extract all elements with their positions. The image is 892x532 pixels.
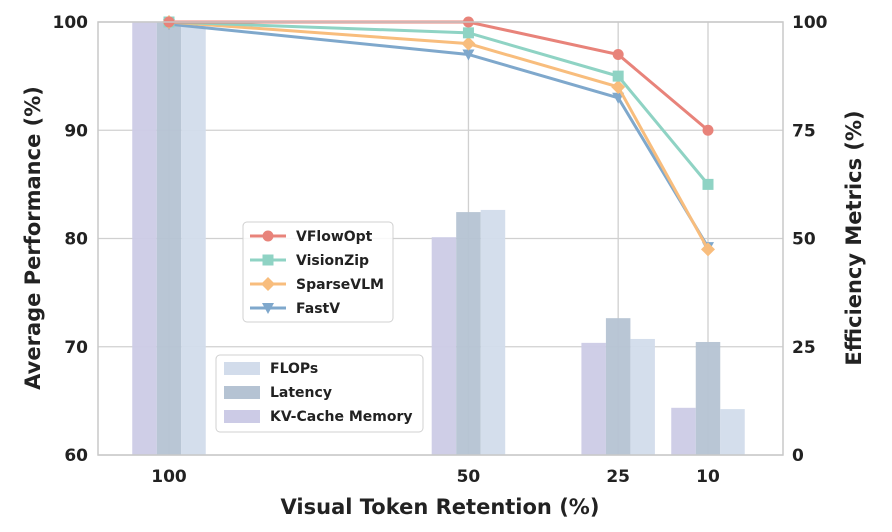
x-tick-label: 10 [696, 467, 720, 487]
legend-label: VFlowOpt [296, 229, 373, 245]
legend-efficiency: FLOPs Latency KV-Cache Memory [215, 354, 424, 433]
line-fastv [168, 22, 710, 248]
x-ticks: 100 50 25 10 [151, 467, 720, 487]
point-sparsevlm [701, 242, 715, 257]
legend-bar-swatch [224, 362, 260, 375]
bar-latency [156, 22, 182, 455]
x-tick-label: 100 [151, 467, 187, 487]
legend-marker [262, 230, 274, 242]
bar-latency [456, 212, 481, 455]
y-left-tick-label: 90 [64, 121, 88, 141]
y-left-tick-label: 60 [64, 446, 88, 466]
y-right-ticks: 0 25 50 75 100 [792, 13, 828, 466]
legend-methods: VFlowOpt VisionZip SparseVLM FastV [242, 221, 394, 323]
point-visionzip [702, 178, 714, 190]
legend-label: Latency [270, 385, 332, 401]
bar-latency [605, 318, 631, 455]
plot-frame [97, 21, 784, 456]
y-left-ticks: 60 70 80 90 100 [53, 13, 89, 466]
line-visionzip [168, 20, 710, 186]
x-tick-label: 25 [606, 467, 630, 487]
x-tick-label: 50 [457, 467, 481, 487]
bar-kv-cache-memory [132, 22, 157, 455]
y-right-tick-label: 25 [792, 338, 816, 358]
y-right-tick-label: 0 [792, 446, 804, 466]
bars [132, 22, 745, 455]
y-right-tick-label: 75 [792, 121, 816, 141]
y-left-tick-label: 80 [64, 230, 88, 250]
legend-label: KV-Cache Memory [270, 409, 413, 425]
point-sparsevlm [461, 36, 476, 51]
legend-label: VisionZip [296, 253, 369, 269]
y-left-axis-label: Average Performance (%) [21, 86, 45, 390]
bar-flops [181, 22, 206, 455]
bar-flops [480, 209, 506, 455]
y-right-tick-label: 50 [792, 230, 816, 250]
bar-flops [720, 409, 745, 455]
legend-bar-swatch [224, 386, 260, 399]
legend-label: SparseVLM [296, 277, 384, 293]
x-axis-label: Visual Token Retention (%) [281, 495, 600, 519]
legend-box [215, 354, 424, 433]
bar-kv-cache-memory [581, 342, 606, 455]
point-sparsevlm [611, 79, 626, 94]
y-left-tick-label: 70 [64, 338, 88, 358]
y-left-tick-label: 100 [53, 13, 89, 33]
legend-bar-swatch [224, 410, 260, 423]
line-sparsevlm [168, 20, 710, 251]
legend-marker [262, 254, 274, 266]
legend-marker [261, 277, 275, 291]
point-vflowopt [612, 48, 624, 60]
bar-flops [630, 338, 655, 455]
point-fastv [462, 49, 475, 61]
lines [162, 15, 715, 257]
y-right-tick-label: 100 [792, 13, 828, 33]
point-visionzip [612, 70, 624, 82]
bar-latency [695, 341, 721, 455]
y-right-axis-label: Efficiency Metrics (%) [842, 110, 866, 365]
point-vflowopt [702, 124, 714, 136]
legend-label: FastV [296, 301, 340, 317]
legend-label: FLOPs [270, 361, 318, 377]
legend-marker [262, 303, 274, 314]
bar-kv-cache-memory [431, 237, 457, 455]
point-fastv [612, 92, 625, 104]
legend-box [242, 221, 394, 323]
point-visionzip [462, 27, 474, 39]
bar-kv-cache-memory [671, 407, 696, 455]
